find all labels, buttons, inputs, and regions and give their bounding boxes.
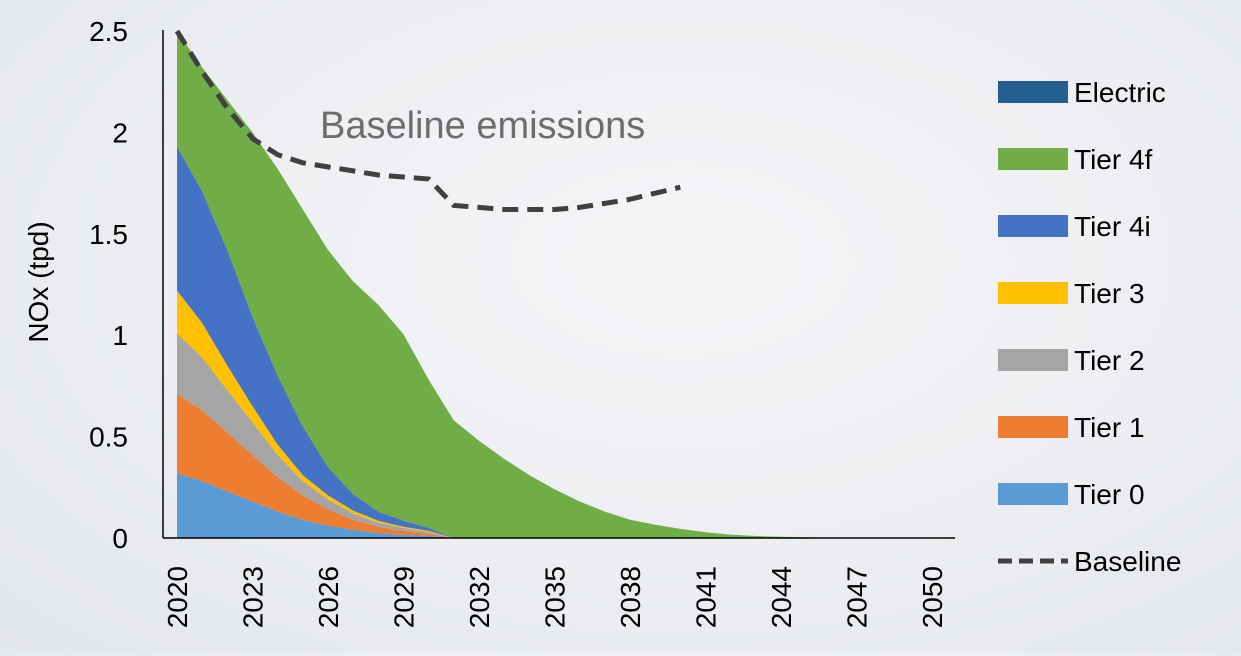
y-tick-label: 1.5 xyxy=(89,219,128,250)
y-axis-label: NOx (tpd) xyxy=(23,221,54,342)
legend-swatch-tier-4f xyxy=(998,148,1068,170)
y-tick-label: 1 xyxy=(112,320,128,351)
x-tick-label: 2050 xyxy=(917,566,948,628)
x-tick-label: 2041 xyxy=(691,566,722,628)
baseline-layer xyxy=(174,29,681,212)
x-tick-label: 2026 xyxy=(313,566,344,628)
x-tick-label: 2047 xyxy=(842,566,873,628)
legend-swatch-tier-0 xyxy=(998,483,1068,505)
legend-label-tier-0: Tier 0 xyxy=(1074,479,1145,510)
legend: Electric Tier 4f Tier 4i Tier 3 Tier 2 Tier 1… xyxy=(998,77,1181,577)
legend-swatch-tier-4i xyxy=(998,215,1068,237)
x-tick-label: 2029 xyxy=(389,566,420,628)
x-tick-label: 2020 xyxy=(162,566,193,628)
legend-swatch-tier-1 xyxy=(998,416,1068,438)
y-tick-label: 0 xyxy=(112,523,128,554)
legend-label-tier-4f: Tier 4f xyxy=(1074,144,1153,175)
area-layer xyxy=(177,31,932,538)
y-tick-label: 2 xyxy=(112,117,128,148)
axes-layer: 0 0.5 1 1.5 2 2.5 2020 2023 2026 2029 2032 2035 2038… xyxy=(89,16,955,628)
legend-label-tier-4i: Tier 4i xyxy=(1074,211,1151,242)
baseline-line xyxy=(174,29,681,212)
legend-label-baseline: Baseline xyxy=(1074,546,1181,577)
legend-label-tier-3: Tier 3 xyxy=(1074,278,1145,309)
baseline-annotation: Baseline emissions xyxy=(320,105,645,147)
y-tick-label: 2.5 xyxy=(89,16,128,47)
legend-swatch-tier-2 xyxy=(998,349,1068,371)
x-tick-label: 2038 xyxy=(615,566,646,628)
x-tick-label: 2035 xyxy=(540,566,571,628)
area-tier-4f xyxy=(177,31,932,538)
legend-swatch-electric xyxy=(998,81,1068,103)
legend-swatch-tier-3 xyxy=(998,282,1068,304)
y-tick-label: 0.5 xyxy=(89,422,128,453)
area-tier-0 xyxy=(177,473,932,538)
legend-label-electric: Electric xyxy=(1074,77,1166,108)
x-tick-label: 2032 xyxy=(464,566,495,628)
legend-label-tier-2: Tier 2 xyxy=(1074,345,1145,376)
legend-label-tier-1: Tier 1 xyxy=(1074,412,1145,443)
x-tick-label: 2044 xyxy=(766,566,797,628)
x-tick-label: 2023 xyxy=(238,566,269,628)
